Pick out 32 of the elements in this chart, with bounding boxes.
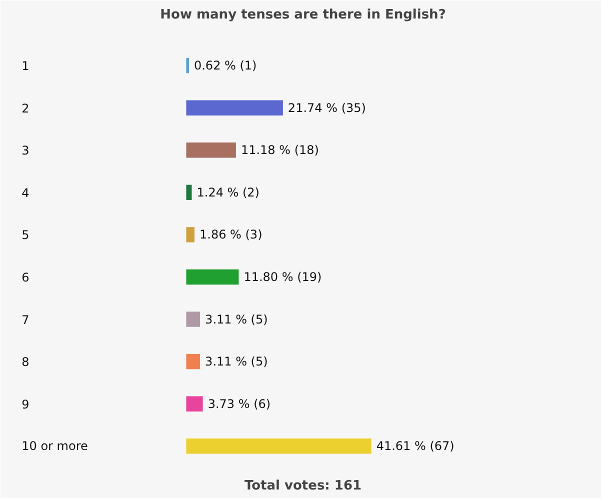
data-label: 3.73 % (6): [208, 396, 271, 411]
y-tick-label: 5: [22, 228, 30, 242]
y-tick-label: 6: [22, 270, 30, 284]
data-label: 3.11 % (5): [205, 354, 268, 369]
y-tick-label: 2: [22, 101, 30, 116]
data-label: 11.18 % (18): [240, 143, 319, 158]
data-label: 3.11 % (5): [205, 312, 268, 326]
y-tick-label: 8: [22, 355, 30, 370]
bar: [186, 354, 200, 370]
y-tick-label: 3: [22, 144, 30, 158]
y-tick-label: 10 or more: [22, 439, 88, 454]
y-tick-label: 7: [22, 312, 30, 327]
data-label: 21.74 % (35): [288, 100, 366, 115]
data-label: 0.62 % (1): [194, 58, 257, 73]
y-tick-label: 1: [22, 59, 30, 74]
bar: [186, 312, 200, 327]
data-label: 11.80 % (19): [244, 270, 322, 284]
bar: [186, 438, 372, 454]
text: Total votes: 161: [244, 478, 362, 494]
y-tick-label: 9: [22, 397, 30, 412]
bar: [186, 396, 203, 412]
data-label: 1.86 % (3): [199, 228, 262, 242]
bar: [186, 184, 192, 200]
bar: [186, 269, 239, 285]
data-label: 1.24 % (2): [196, 185, 260, 200]
data-label: 41.61 % (67): [376, 439, 454, 454]
bar: [186, 142, 236, 158]
chart-title: How many tenses are there in English?: [160, 8, 446, 22]
bar: [186, 227, 194, 242]
bar: [186, 100, 283, 116]
bar: [186, 58, 189, 74]
y-tick-label: 4: [22, 186, 30, 200]
